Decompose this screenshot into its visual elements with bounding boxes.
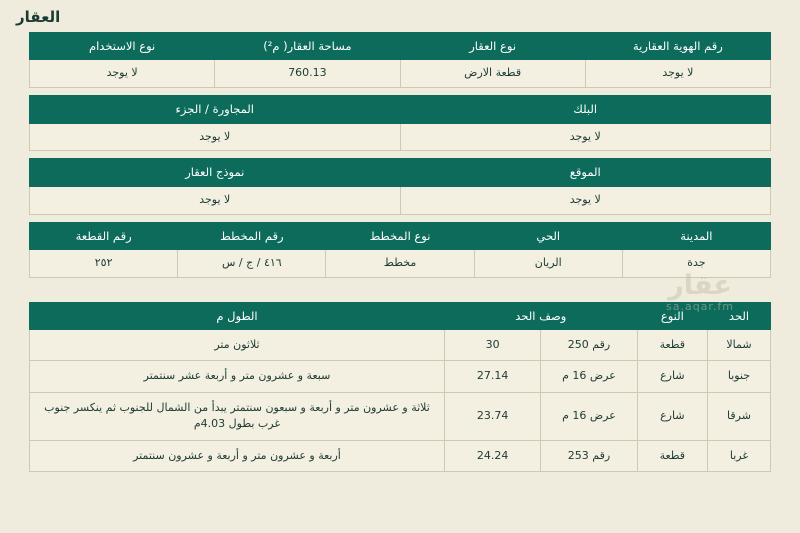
table-row: غربا قطعة رقم 253 24.24 أربعة و عشرون مت… xyxy=(29,439,771,473)
table-header-row: رقم الهوية العقارية نوع العقار مساحة الع… xyxy=(28,31,772,61)
value-cell-plan-type: مخطط xyxy=(325,249,475,278)
header-cell-border-type: النوع xyxy=(636,301,709,330)
value-cell-plan-number: ٤١٦ / ج / س xyxy=(177,249,327,278)
cell-border-desc: عرض 16 م xyxy=(540,360,638,393)
table-row: لا يوجد لا يوجد xyxy=(29,185,771,215)
cell-border-side: جنوبا xyxy=(707,360,771,393)
cell-border-desc: رقم 250 xyxy=(540,328,638,362)
header-cell-property-model: نموذج العقار xyxy=(29,158,401,187)
cell-border-side: غربا xyxy=(707,439,771,473)
value-cell-property-area: 760.13 xyxy=(214,59,401,89)
table-header-row: المدينة الحي نوع المخطط رقم المخطط رقم ا… xyxy=(28,221,772,251)
header-cell-location: الموقع xyxy=(399,158,771,187)
header-cell-neighbouring-part: المجاورة / الجزء xyxy=(29,95,401,124)
header-cell-parcel-number: رقم القطعة xyxy=(28,221,179,251)
borders-table: الحد النوع وصف الحد الطول م شمالا قطعة ر… xyxy=(29,301,771,473)
cell-border-desc: رقم 253 xyxy=(540,439,638,473)
header-cell-district: الحي xyxy=(473,221,623,251)
header-cell-city: المدينة xyxy=(621,221,772,251)
table-row: شرقا شارع عرض 16 م 23.74 ثلاثة و عشرون م… xyxy=(29,391,771,441)
header-cell-property-type: نوع العقار xyxy=(399,31,586,61)
cell-border-side: شمالا xyxy=(707,328,771,362)
table-row: شمالا قطعة رقم 250 30 ثلاثون متر xyxy=(29,328,771,362)
value-cell-identity-number: لا يوجد xyxy=(584,59,772,89)
cell-border-type: قطعة xyxy=(636,328,709,362)
table-row: جدة الريان مخطط ٤١٦ / ج / س ٢٥٢ xyxy=(28,249,772,278)
cell-border-length-text: ثلاثون متر xyxy=(29,328,445,362)
cell-border-side: شرقا xyxy=(707,391,771,441)
cell-border-length-text: أربعة و عشرون متر و أربعة و عشرون سنتمتر xyxy=(29,439,445,473)
location-info-table: الموقع نموذج العقار لا يوجد لا يوجد xyxy=(29,158,771,215)
value-cell-neighbouring-part: لا يوجد xyxy=(29,122,401,152)
value-cell-block: لا يوجد xyxy=(399,122,771,152)
section-divider xyxy=(14,277,786,302)
value-cell-city: جدة xyxy=(621,249,772,278)
borders-header-row: الحد النوع وصف الحد الطول م xyxy=(29,301,771,330)
value-cell-parcel-number: ٢٥٢ xyxy=(28,249,179,278)
header-cell-plan-number: رقم المخطط xyxy=(177,221,327,251)
header-cell-border-description: وصف الحد xyxy=(443,301,638,330)
value-cell-property-type: قطعة الارض xyxy=(399,59,586,89)
value-cell-usage-type: لا يوجد xyxy=(28,59,216,89)
value-cell-property-model: لا يوجد xyxy=(29,185,401,215)
section-divider xyxy=(14,151,786,159)
cell-border-length-number: 30 xyxy=(443,328,542,362)
cell-border-length-text: سبعة و عشرون متر و أربعة عشر سنتمتر xyxy=(29,360,445,393)
header-cell-border-side: الحد xyxy=(707,301,771,330)
cell-border-type: شارع xyxy=(636,360,709,393)
section-divider xyxy=(14,214,786,222)
table-header-row: الموقع نموذج العقار xyxy=(29,158,771,187)
header-cell-border-length: الطول م xyxy=(29,301,445,330)
cell-border-length-number: 24.24 xyxy=(443,439,542,473)
block-info-table: البلك المجاورة / الجزء لا يوجد لا يوجد xyxy=(29,95,771,152)
header-cell-identity-number: رقم الهوية العقارية xyxy=(584,31,772,61)
value-cell-district: الريان xyxy=(473,249,623,278)
cell-border-length-number: 23.74 xyxy=(443,391,542,441)
header-cell-block: البلك xyxy=(399,95,771,124)
header-cell-plan-type: نوع المخطط xyxy=(325,221,475,251)
page-title: العقار xyxy=(16,8,61,26)
table-row: لا يوجد قطعة الارض 760.13 لا يوجد xyxy=(28,59,772,89)
header-cell-usage-type: نوع الاستخدام xyxy=(28,31,216,61)
table-row: لا يوجد لا يوجد xyxy=(29,122,771,152)
property-info-table: رقم الهوية العقارية نوع العقار مساحة الع… xyxy=(28,31,772,89)
value-cell-location: لا يوجد xyxy=(399,185,771,215)
table-row: جنوبا شارع عرض 16 م 27.14 سبعة و عشرون م… xyxy=(29,360,771,393)
cell-border-type: قطعة xyxy=(636,439,709,473)
cell-border-desc: عرض 16 م xyxy=(540,391,638,441)
plan-info-table: المدينة الحي نوع المخطط رقم المخطط رقم ا… xyxy=(28,221,772,278)
cell-border-type: شارع xyxy=(636,391,709,441)
header-cell-property-area: مساحة العقار( م²) xyxy=(214,31,401,61)
table-header-row: البلك المجاورة / الجزء xyxy=(29,95,771,124)
cell-border-length-number: 27.14 xyxy=(443,360,542,393)
cell-border-length-text: ثلاثة و عشرون متر و أربعة و سبعون سنتمتر… xyxy=(29,391,445,441)
section-divider xyxy=(14,88,786,96)
